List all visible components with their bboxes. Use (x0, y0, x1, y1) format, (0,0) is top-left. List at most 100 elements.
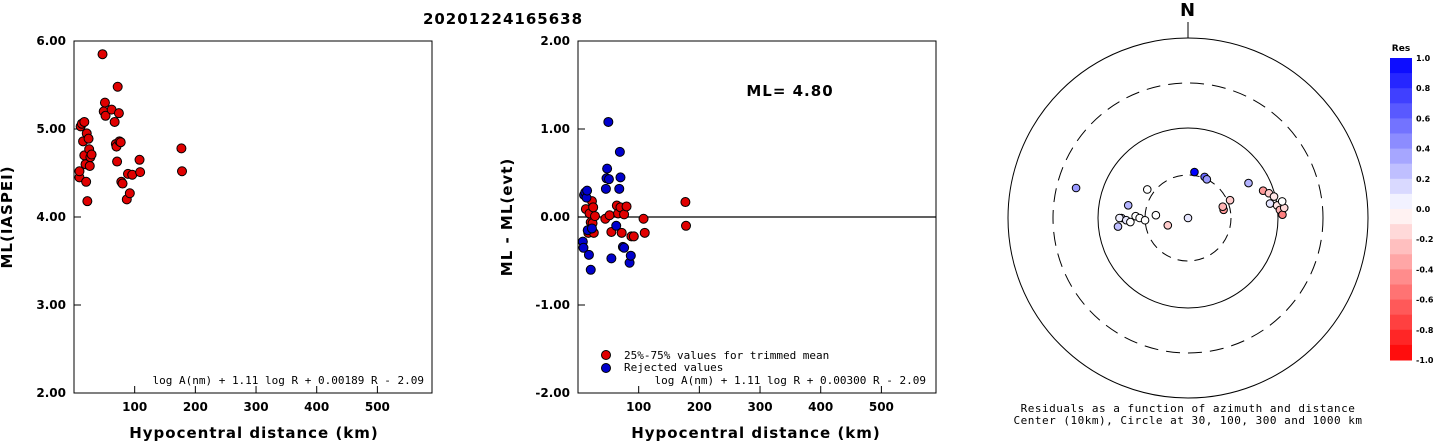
middle-data-point (603, 174, 614, 185)
circle-1000km (1007, 37, 1369, 399)
left-y-tick-label: 4.00 (36, 210, 66, 224)
middle-data-point (615, 172, 626, 183)
middle-x-tick-label: 100 (626, 400, 651, 414)
colorbar-swatch (1390, 209, 1412, 225)
middle-data-point (611, 220, 622, 231)
colorbar-swatch (1390, 88, 1412, 104)
colorbar-swatch (1390, 254, 1412, 270)
colorbar-title: Res (1392, 44, 1410, 54)
middle-data-point (681, 220, 692, 231)
middle-x-tick-label: 200 (687, 400, 712, 414)
polar-caption-line1: Residuals as a function of azimuth and d… (1021, 402, 1356, 415)
left-y-tick-label: 6.00 (36, 34, 66, 48)
middle-data-point (589, 211, 600, 222)
station-residual-point (1163, 221, 1173, 230)
station-residual-point (1140, 215, 1150, 225)
middle-data-point (628, 231, 639, 242)
middle-data-point (638, 213, 649, 224)
left-data-point (124, 188, 135, 199)
middle-y-axis-label: ML - ML(evt) (498, 158, 516, 276)
left-data-point (82, 196, 93, 207)
colorbar-tick-label: -1.0 (1416, 356, 1434, 365)
colorbar-swatch (1390, 178, 1412, 195)
legend-label-rejected: Rejected values (624, 361, 723, 374)
colorbar-tick-label: -0.8 (1416, 326, 1434, 335)
middle-data-point (600, 183, 611, 194)
figure-title: 20201224165638 (423, 10, 583, 28)
left-data-point (176, 143, 187, 154)
left-plot-frame (73, 40, 433, 394)
left-data-point (81, 176, 92, 187)
left-data-point (74, 166, 85, 177)
left-data-point (84, 160, 95, 171)
colorbar-swatch (1390, 314, 1412, 331)
colorbar-tick-label: 1.0 (1416, 54, 1431, 63)
circle-100km (1097, 127, 1279, 309)
left-data-point (109, 116, 120, 127)
middle-data-point (619, 242, 630, 253)
left-data-point (97, 49, 108, 60)
colorbar-swatch (1390, 269, 1412, 285)
colorbar-tick-label: -0.4 (1416, 265, 1434, 274)
left-data-point (99, 97, 110, 108)
middle-data-point (606, 253, 617, 264)
residual-colorbar: 1.0 0.8 0.6 0.4 0.2 0.0 -0.2 -0.4 -0.6 -0.8 -1.0 (1390, 54, 1434, 365)
left-y-tick-label: 5.00 (36, 122, 66, 136)
left-data-point (177, 166, 188, 177)
station-residual-point (1183, 213, 1193, 223)
left-x-tick-label: 400 (304, 400, 329, 414)
middle-data-point (614, 183, 625, 194)
polar-plot: N (1007, 0, 1369, 399)
station-residual-point (1277, 197, 1287, 206)
middle-formula: log A(nm) + 1.11 log R + 0.00300 R - 2.0… (654, 374, 926, 387)
middle-data-point (680, 197, 691, 208)
colorbar-swatch (1390, 163, 1412, 180)
middle-y-tick-label: 2.00 (540, 34, 570, 48)
north-label: N (1180, 0, 1196, 21)
left-y-tick-label: 3.00 (36, 298, 66, 312)
colorbar-tick-label: 0.4 (1416, 145, 1431, 154)
left-y-axis-label: ML(IASPEI) (0, 165, 16, 268)
station-residual-point (1218, 202, 1228, 212)
middle-data-point (639, 227, 650, 238)
middle-data-point (586, 223, 597, 234)
middle-x-tick-label: 500 (869, 400, 894, 414)
left-x-tick-label: 300 (244, 400, 269, 414)
middle-data-point (621, 201, 632, 212)
middle-data-point (578, 242, 589, 253)
station-residual-point (1151, 210, 1161, 220)
circle-300km (1052, 82, 1324, 354)
colorbar-tick-label: 0.0 (1416, 205, 1431, 214)
middle-data-point (583, 249, 594, 260)
circle-30km (1144, 174, 1232, 262)
legend-marker-trimmed (601, 350, 611, 360)
middle-data-point (585, 264, 596, 275)
colorbar-swatch (1390, 299, 1412, 316)
left-x-axis-label: Hypocentral distance (km) (129, 424, 379, 441)
middle-x-axis-label: Hypocentral distance (km) (631, 424, 881, 441)
left-data-point (115, 137, 126, 148)
colorbar-swatch (1390, 133, 1412, 150)
station-residual-point (1071, 183, 1081, 193)
station-residual-point (1244, 178, 1253, 188)
left-y-tick-label: 2.00 (36, 386, 66, 400)
left-data-point (79, 116, 90, 127)
middle-y-tick-label: -1.00 (535, 298, 570, 312)
middle-y-tick-label: -2.00 (535, 386, 570, 400)
left-data-point (83, 133, 94, 144)
middle-data-point (616, 227, 627, 238)
left-x-tick-label: 200 (183, 400, 208, 414)
left-data-point (134, 154, 145, 165)
left-plot: 2.00 3.00 4.00 5.00 6.00 100 200 300 400 500 (36, 34, 390, 414)
middle-data-point (588, 202, 599, 213)
colorbar-tick-label: 0.2 (1416, 175, 1430, 184)
middle-data-point (582, 185, 593, 196)
left-data-point (112, 156, 123, 167)
middle-y-tick-label: 1.00 (540, 122, 570, 136)
colorbar-tick-label: 0.8 (1416, 84, 1431, 93)
middle-data-point (625, 250, 636, 261)
legend-label-trimmed: 25%-75% values for trimmed mean (624, 349, 829, 362)
left-x-tick-label: 100 (122, 400, 147, 414)
colorbar-swatch (1390, 118, 1412, 134)
